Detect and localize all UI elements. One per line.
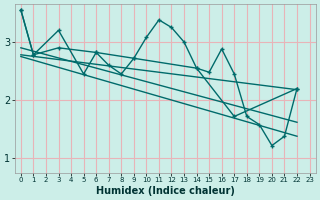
X-axis label: Humidex (Indice chaleur): Humidex (Indice chaleur) [96,186,235,196]
